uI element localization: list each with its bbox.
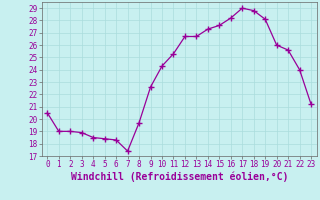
X-axis label: Windchill (Refroidissement éolien,°C): Windchill (Refroidissement éolien,°C)	[70, 172, 288, 182]
